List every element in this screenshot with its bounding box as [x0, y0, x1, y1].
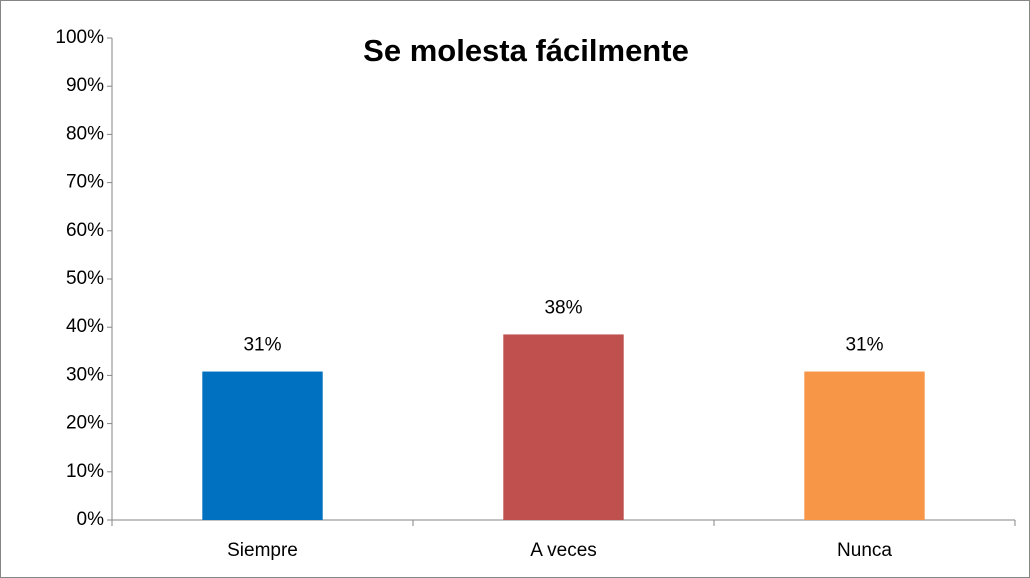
x-tick-label: Siempre — [227, 540, 298, 561]
y-tick-label: 30% — [66, 364, 104, 385]
y-tick-label: 0% — [77, 509, 105, 530]
y-tick-label: 70% — [66, 172, 104, 193]
x-tick-label: Nunca — [837, 540, 892, 561]
x-tick-label: A veces — [530, 540, 597, 561]
y-tick-label: 80% — [66, 123, 104, 144]
bar — [503, 334, 624, 520]
y-tick-label: 10% — [66, 461, 104, 482]
chart-title: Se molesta fácilmente — [363, 33, 689, 68]
bar — [202, 371, 323, 520]
data-label: 38% — [544, 297, 582, 318]
y-tick-label: 40% — [66, 316, 104, 337]
y-tick-label: 50% — [66, 268, 104, 289]
y-tick-label: 60% — [66, 220, 104, 241]
data-label: 31% — [243, 335, 281, 356]
y-tick-label: 90% — [66, 75, 104, 96]
bar — [804, 371, 925, 520]
data-label: 31% — [845, 335, 883, 356]
y-tick-label: 20% — [66, 413, 104, 434]
y-tick-label: 100% — [55, 27, 104, 48]
